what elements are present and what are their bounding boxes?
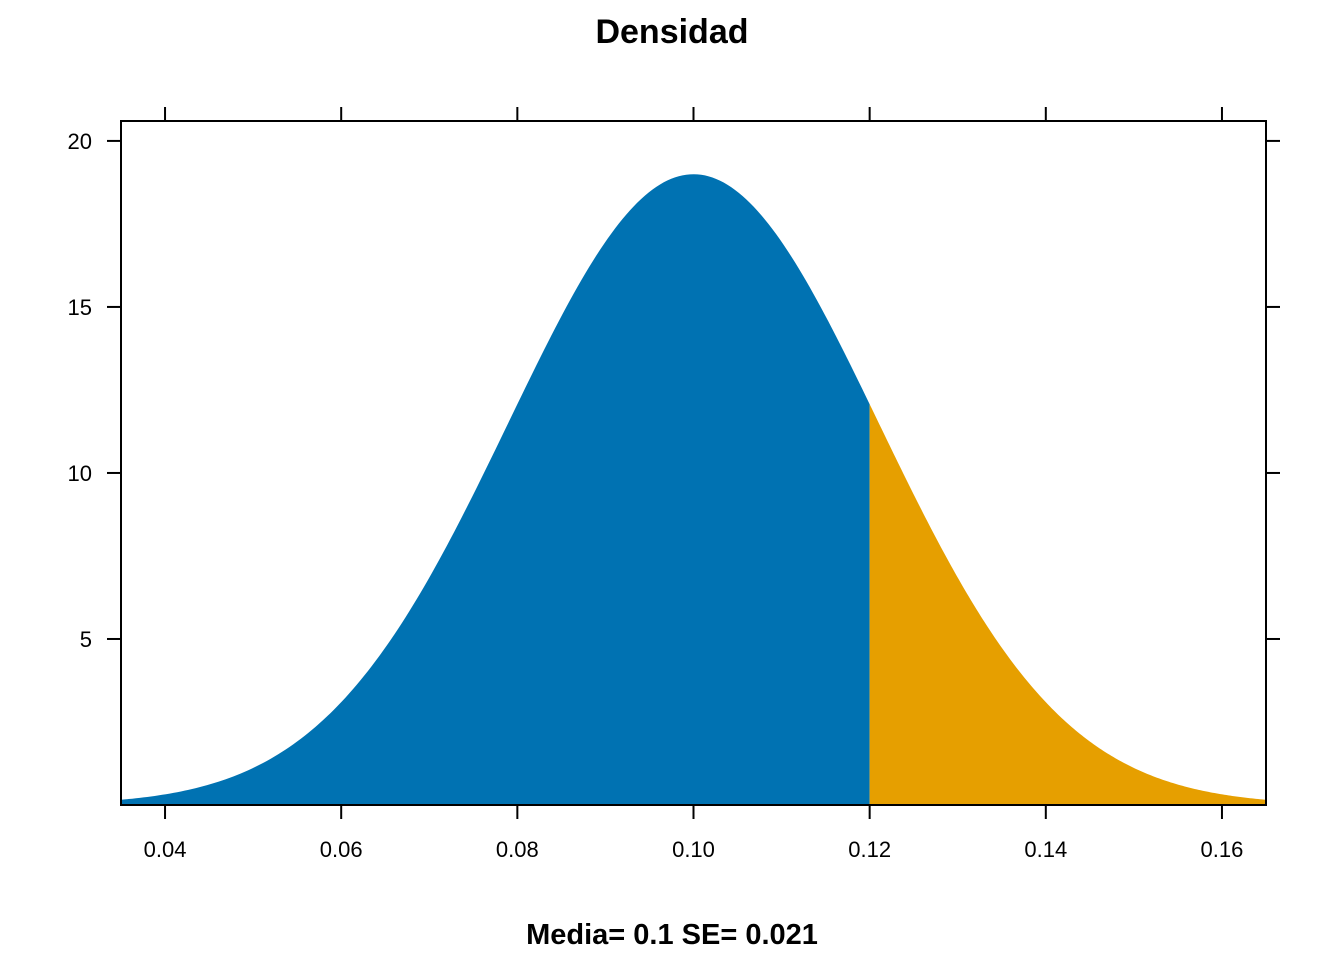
density-areas [121, 174, 1266, 806]
density-area-lower [121, 174, 870, 806]
x-tick-label-2: 0.08 [496, 837, 539, 862]
y-tick-label-2: 15 [68, 295, 92, 320]
x-tick-label-4: 0.12 [848, 837, 891, 862]
x-tick-label-1: 0.06 [320, 837, 363, 862]
y-tick-label-3: 20 [68, 129, 92, 154]
x-axis: 0.04 0.06 0.08 0.10 0.12 0.14 0.16 [144, 107, 1244, 862]
y-axis: 5 10 15 20 [68, 129, 1280, 652]
x-tick-label-6: 0.16 [1201, 837, 1244, 862]
x-tick-label-5: 0.14 [1024, 837, 1067, 862]
y-tick-label-1: 10 [68, 461, 92, 486]
x-tick-label-3: 0.10 [672, 837, 715, 862]
chart-title: Densidad [595, 13, 748, 51]
x-tick-label-0: 0.04 [144, 837, 187, 862]
density-area-upper [869, 404, 1266, 805]
y-tick-label-0: 5 [80, 627, 92, 652]
x-axis-label: Media= 0.1 SE= 0.021 [526, 919, 818, 951]
